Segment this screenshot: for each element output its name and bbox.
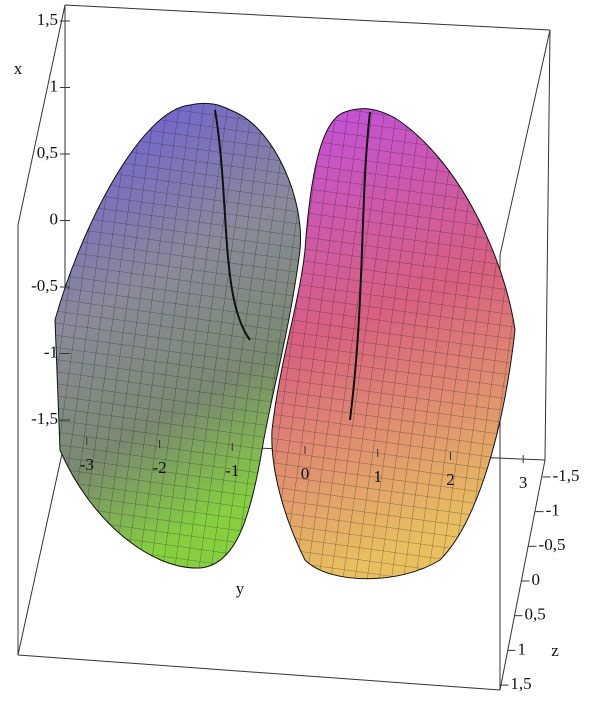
y-tick-label: -1 — [225, 461, 239, 480]
x-tick-label: 1,5 — [37, 10, 58, 29]
y-tick-label: -3 — [80, 455, 94, 474]
x-tick-label: 0,5 — [37, 143, 58, 162]
z-axis-title: z — [551, 641, 559, 660]
z-tick-label: -0,5 — [539, 535, 566, 554]
y-tick-label: -2 — [152, 458, 166, 477]
y-tick-label: 1 — [373, 467, 382, 486]
y-axis-title: y — [236, 579, 245, 598]
x-tick-label: -1 — [44, 342, 58, 361]
z-tick-label: -1,5 — [553, 466, 580, 485]
surface — [54, 102, 516, 580]
x-tick-label: -0,5 — [31, 276, 58, 295]
z-tick-label: 1 — [517, 639, 526, 658]
z-tick-label: -1 — [546, 501, 560, 520]
x-tick-label: 0 — [50, 209, 59, 228]
x-axis-title: x — [14, 59, 23, 78]
y-tick-label: 2 — [446, 470, 455, 489]
z-tick-label: 0 — [532, 570, 541, 589]
x-tick-label: -1,5 — [31, 409, 58, 428]
x-tick-label: 1 — [50, 76, 59, 95]
z-tick-label: 1,5 — [510, 674, 531, 693]
y-tick-label: 0 — [301, 464, 310, 483]
z-tick-label: 0,5 — [524, 605, 545, 624]
y-tick-label: 3 — [519, 473, 528, 492]
